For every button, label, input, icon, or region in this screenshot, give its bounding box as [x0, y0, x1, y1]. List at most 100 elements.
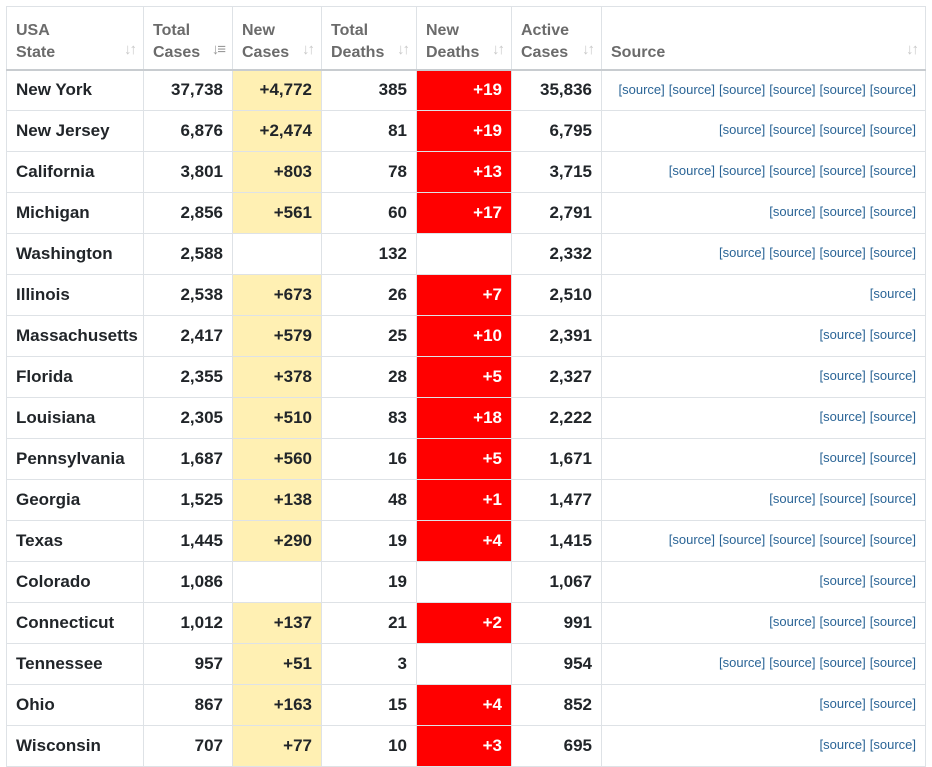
source-link[interactable]: [source]	[668, 81, 715, 97]
source-link[interactable]: [source]	[769, 491, 816, 506]
cell-source: [source] [source]	[601, 397, 926, 439]
source-link[interactable]: [source]	[819, 204, 866, 219]
source-link[interactable]: [source]	[719, 122, 766, 137]
source-link[interactable]: [source]	[719, 163, 766, 178]
column-header-new-deaths[interactable]: New Deaths ↓↑	[416, 6, 512, 71]
column-header-source[interactable]: Source ↓↑	[601, 6, 926, 71]
cell-new-cases: +579	[232, 315, 322, 357]
source-link[interactable]: [source]	[819, 614, 866, 629]
cell-new-cases: +2,474	[232, 110, 322, 152]
source-link[interactable]: [source]	[819, 81, 866, 97]
source-link[interactable]: [source]	[869, 696, 916, 711]
source-link[interactable]: [source]	[769, 245, 816, 260]
source-link[interactable]: [source]	[869, 450, 916, 465]
source-link[interactable]: [source]	[869, 409, 916, 424]
source-link[interactable]: [source]	[719, 81, 766, 97]
sort-both-icon[interactable]: ↓↑	[906, 40, 919, 58]
source-link[interactable]: [source]	[819, 737, 866, 752]
source-link[interactable]: [source]	[819, 532, 866, 547]
column-header-usa-state[interactable]: USA State ↓↑	[6, 6, 144, 71]
source-link[interactable]: [source]	[819, 655, 866, 670]
source-link[interactable]: [source]	[769, 655, 816, 670]
source-link[interactable]: [source]	[869, 327, 916, 342]
source-link[interactable]: [source]	[869, 491, 916, 506]
source-link[interactable]: [source]	[769, 204, 816, 219]
source-link[interactable]: [source]	[819, 368, 866, 383]
cell-source: [source] [source] [source] [source] [source]…	[601, 69, 926, 111]
column-header-active-cases[interactable]: Active Cases ↓↑	[511, 6, 602, 71]
source-link[interactable]: [source]	[819, 409, 866, 424]
cell-new-deaths: +18	[416, 397, 512, 439]
source-link[interactable]: [source]	[769, 81, 816, 97]
source-link[interactable]: [source]	[869, 81, 916, 97]
source-link[interactable]: [source]	[869, 573, 916, 588]
source-link[interactable]: [source]	[869, 532, 916, 547]
cell-source: [source] [source] [source] [source] [source]	[601, 520, 926, 562]
table-row: Florida 2,355 +378 28 +5 2,327 [source] [source…	[6, 356, 926, 398]
source-link[interactable]: [source]	[869, 655, 916, 670]
sort-both-icon[interactable]: ↓↑	[397, 40, 410, 58]
table-row: Ohio 867 +163 15 +4 852 [source] [source]	[6, 684, 926, 726]
cell-state: Tennessee	[6, 643, 144, 685]
source-link[interactable]: [source]	[819, 327, 866, 342]
source-link[interactable]: [source]	[668, 532, 715, 547]
cell-state: Texas	[6, 520, 144, 562]
source-link[interactable]: [source]	[819, 245, 866, 260]
source-link[interactable]: [source]	[719, 245, 766, 260]
source-link[interactable]: [source]	[769, 122, 816, 137]
table-row: Georgia 1,525 +138 48 +1 1,477 [source] [source…	[6, 479, 926, 521]
header-line-2: Source	[611, 43, 666, 61]
source-link[interactable]: [source]	[819, 696, 866, 711]
source-link[interactable]: [source]	[819, 163, 866, 178]
column-header-label: Source	[611, 20, 916, 69]
source-link[interactable]: [source]	[719, 655, 766, 670]
source-link[interactable]: [source]	[819, 450, 866, 465]
source-link[interactable]: [source]	[869, 614, 916, 629]
source-link[interactable]: [source]	[869, 737, 916, 752]
table-row: California 3,801 +803 78 +13 3,715 [source] [so…	[6, 151, 926, 193]
source-link[interactable]: [source]	[769, 614, 816, 629]
cell-new-cases: +560	[232, 438, 322, 480]
cell-source: [source] [source]	[601, 725, 926, 767]
cell-total-deaths: 10	[321, 725, 417, 767]
column-header-total-deaths[interactable]: Total Deaths ↓↑	[321, 6, 417, 71]
cell-new-deaths	[416, 233, 512, 275]
sort-both-icon[interactable]: ↓↑	[124, 40, 137, 58]
source-link[interactable]: [source]	[668, 163, 715, 178]
table-row: Louisiana 2,305 +510 83 +18 2,222 [source] [sou…	[6, 397, 926, 439]
sort-both-icon[interactable]: ↓↑	[582, 40, 595, 58]
cell-total-deaths: 25	[321, 315, 417, 357]
cell-state: New York	[6, 69, 144, 111]
source-link[interactable]: [source]	[869, 204, 916, 219]
source-link[interactable]: [source]	[869, 163, 916, 178]
cell-state: Pennsylvania	[6, 438, 144, 480]
cell-total-cases: 1,012	[143, 602, 233, 644]
source-link[interactable]: [source]	[819, 573, 866, 588]
cell-active-cases: 695	[511, 725, 602, 767]
source-link[interactable]: [source]	[869, 368, 916, 383]
cell-state: Florida	[6, 356, 144, 398]
column-header-new-cases[interactable]: New Cases ↓↑	[232, 6, 322, 71]
cell-active-cases: 1,067	[511, 561, 602, 603]
sort-desc-icon[interactable]: ↓≡	[211, 40, 226, 58]
cell-total-deaths: 19	[321, 561, 417, 603]
cell-source: [source] [source] [source]	[601, 192, 926, 234]
cell-source: [source] [source] [source] [source] [source]	[601, 151, 926, 193]
source-link[interactable]: [source]	[618, 81, 665, 97]
source-link[interactable]: [source]	[869, 245, 916, 260]
column-header-label: Active Cases	[521, 20, 592, 69]
source-link[interactable]: [source]	[869, 122, 916, 137]
cell-new-deaths: +4	[416, 520, 512, 562]
cell-source: [source] [source]	[601, 438, 926, 480]
cell-new-deaths: +10	[416, 315, 512, 357]
column-header-total-cases[interactable]: Total Cases ↓≡	[143, 6, 233, 71]
source-link[interactable]: [source]	[819, 122, 866, 137]
source-link[interactable]: [source]	[769, 163, 816, 178]
sort-both-icon[interactable]: ↓↑	[492, 40, 505, 58]
source-link[interactable]: [source]	[869, 286, 916, 301]
cell-active-cases: 2,510	[511, 274, 602, 316]
source-link[interactable]: [source]	[769, 532, 816, 547]
source-link[interactable]: [source]	[819, 491, 866, 506]
source-link[interactable]: [source]	[719, 532, 766, 547]
sort-both-icon[interactable]: ↓↑	[302, 40, 315, 58]
